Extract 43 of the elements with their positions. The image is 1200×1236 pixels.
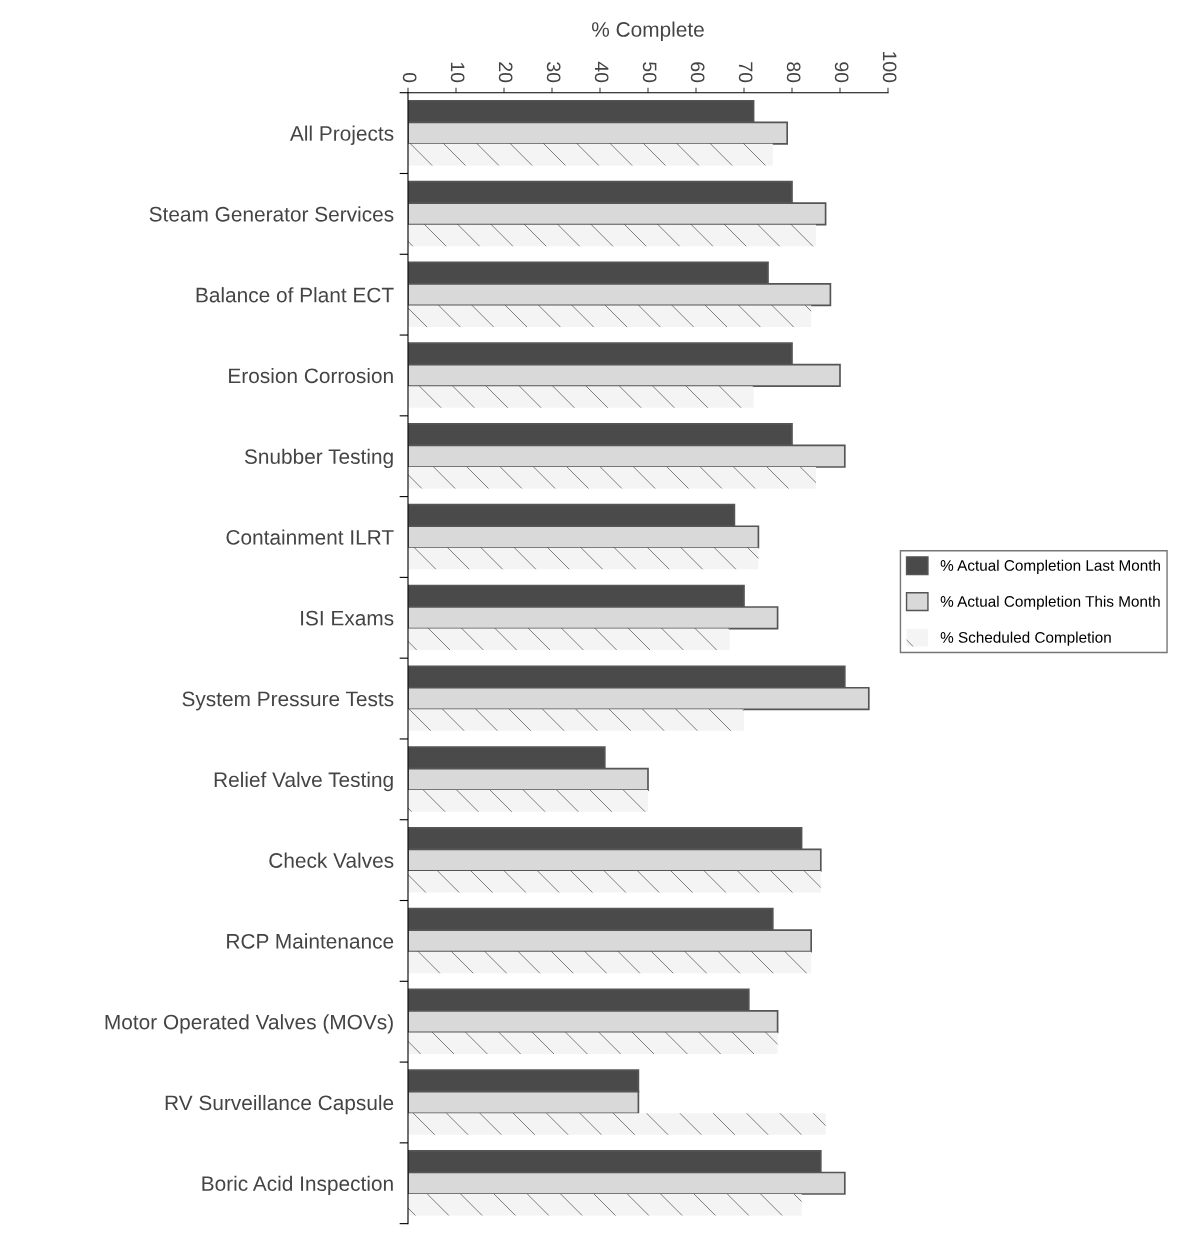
y-tick-label: Check Valves: [269, 852, 394, 868]
bar: [408, 709, 744, 731]
bar: [408, 628, 730, 651]
y-tick-label: All Projects: [289, 125, 394, 145]
legend-label: % Actual Completion Last Month: [940, 559, 1160, 574]
y-tick-label: Boric Acid Inspection: [202, 1175, 393, 1196]
x-tick-label: 10: [450, 62, 465, 83]
y-tick-label: Relief Valve Testing: [214, 771, 393, 792]
bar: [408, 386, 754, 408]
bar: [408, 224, 816, 247]
x-tick-label: 90: [834, 62, 849, 83]
x-tick-label: 30: [546, 62, 561, 83]
x-tick-label: 100: [882, 52, 897, 83]
bar: [408, 305, 812, 327]
bar: [408, 951, 812, 974]
y-tick-label: Balance of Plant ECT: [196, 287, 394, 303]
x-tick-label: 60: [690, 62, 705, 83]
y-tick-label: Steam Generator Services: [149, 206, 394, 222]
bar: [408, 1113, 826, 1135]
y-tick-label: ISI Exams: [301, 610, 394, 626]
bar: [408, 466, 816, 489]
y-tick-label: Containment ILRT: [226, 529, 394, 545]
legend-label: % Actual Completion This Month: [940, 595, 1160, 610]
y-tick-label: Snubber Testing: [244, 448, 393, 469]
x-tick-label: 20: [498, 62, 513, 83]
y-tick-label: Motor Operated Valves (MOVs): [105, 1014, 393, 1034]
bar: [408, 790, 648, 812]
x-axis-title: % Complete: [592, 21, 704, 41]
bar: [408, 1194, 802, 1216]
bar: [408, 870, 821, 893]
x-tick-label: 40: [594, 61, 609, 83]
y-tick-label: RV Surveillance Capsule: [165, 1094, 394, 1115]
bar: [408, 143, 773, 166]
y-tick-label: Erosion Corrosion: [229, 367, 393, 384]
y-tick-label: RCP Maintenance: [227, 933, 394, 949]
x-tick-label: 0: [402, 72, 417, 83]
bar: [408, 1032, 778, 1054]
y-tick-label: System Pressure Tests: [182, 691, 394, 711]
bar: [408, 547, 759, 570]
x-tick-label: 70: [738, 62, 753, 83]
legend-label: % Scheduled Completion: [940, 631, 1111, 646]
x-tick-label: 50: [642, 62, 657, 83]
x-tick-label: 80: [786, 62, 801, 83]
